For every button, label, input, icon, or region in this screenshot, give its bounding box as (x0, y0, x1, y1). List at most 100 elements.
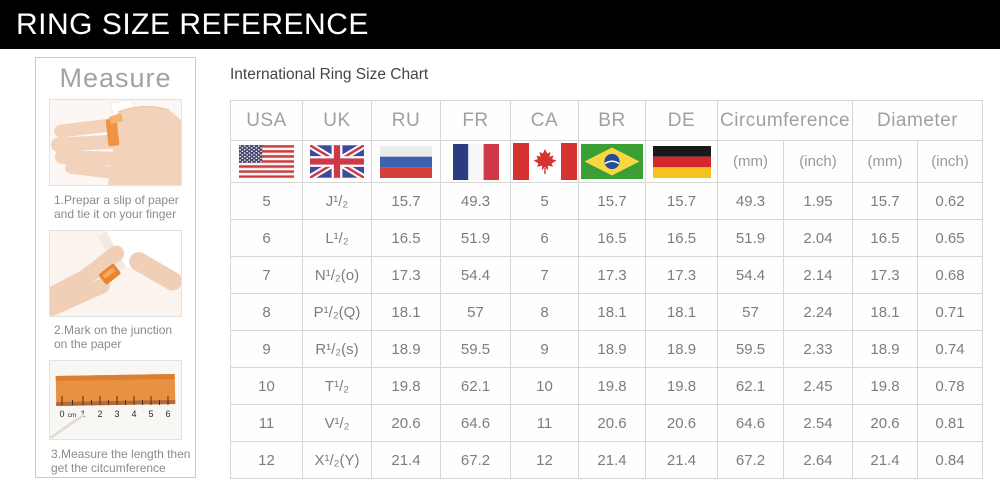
table-cell: 1.95 (782, 182, 854, 220)
banner: RING SIZE REFERENCE (0, 0, 1000, 49)
table-cell: 19.8 (645, 367, 718, 405)
ruler-label-6: 6 (165, 409, 170, 419)
measure-step1-caption: 1.Prepar a slip of paper and tie it on y… (54, 193, 179, 222)
col-header-ca: CA (510, 100, 579, 141)
table-cell: 59.5 (717, 330, 784, 368)
table-cell: 49.3 (440, 182, 511, 220)
table-cell: 11 (510, 404, 579, 442)
header-row-codes: USA UK RU FR CA BR DE Circumference Diam… (230, 100, 984, 141)
measure-step1-photo (49, 99, 182, 186)
table-cell: 2.54 (782, 404, 854, 442)
chart-title: International Ring Size Chart (230, 66, 429, 83)
table-cell: 19.8 (578, 367, 646, 405)
table-cell: 2.64 (782, 441, 854, 479)
table-cell: 10 (230, 367, 303, 405)
table-cell: 64.6 (717, 404, 784, 442)
unit-diameter-mm: (mm) (852, 140, 919, 183)
table-cell: 0.84 (917, 441, 984, 479)
table-cell: 62.1 (717, 367, 784, 405)
table-cell: 20.6 (852, 404, 919, 442)
france-flag-cell (440, 140, 511, 183)
table-cell: R¹/₂(s) (302, 330, 372, 368)
table-cell: 0.81 (917, 404, 984, 442)
table-cell: 2.14 (782, 256, 854, 294)
table-cell: 0.74 (917, 330, 984, 368)
col-header-diameter: Diameter (852, 100, 984, 141)
table-cell: 15.7 (852, 182, 919, 220)
table-cell: X¹/₂(Y) (302, 441, 372, 479)
unit-circumference-inch: (inch) (782, 140, 854, 183)
canada-flag-icon (512, 143, 577, 180)
table-cell: 16.5 (645, 219, 718, 257)
table-row: 5 J¹/₂ 15.7 49.3 5 15.7 15.7 49.3 1.95 15.7 0.62 (230, 182, 984, 220)
table-cell: 57 (717, 293, 784, 331)
table-cell: 10 (510, 367, 579, 405)
table-cell: 18.9 (645, 330, 718, 368)
table-cell: 16.5 (371, 219, 441, 257)
uk-flag-cell (302, 140, 372, 183)
table-cell: 64.6 (440, 404, 511, 442)
table-cell: 12 (510, 441, 579, 479)
table-cell: 18.1 (645, 293, 718, 331)
table-cell: 2.24 (782, 293, 854, 331)
table-cell: 15.7 (371, 182, 441, 220)
measure-step2-caption: 2.Mark on the junction on the paper (54, 322, 173, 352)
table-row: 9 R¹/₂(s) 18.9 59.5 9 18.9 18.9 59.5 2.33 18.9 0.7… (230, 330, 984, 368)
table-cell: 17.3 (371, 256, 441, 294)
uk-flag-icon (308, 142, 366, 181)
table-cell: 6 (510, 219, 579, 257)
table-cell: 67.2 (717, 441, 784, 479)
col-header-br: BR (578, 100, 646, 141)
table-cell: 21.4 (645, 441, 718, 479)
table-cell: 20.6 (578, 404, 646, 442)
table-cell: 21.4 (371, 441, 441, 479)
table-cell: 54.4 (717, 256, 784, 294)
col-header-de: DE (645, 100, 718, 141)
table-cell: 62.1 (440, 367, 511, 405)
table-row: 8 P¹/₂(Q) 18.1 57 8 18.1 18.1 57 2.24 18.1 0.71 (230, 293, 984, 331)
banner-title: RING SIZE REFERENCE (16, 7, 369, 41)
table-cell: 0.78 (917, 367, 984, 405)
table-cell: 18.9 (578, 330, 646, 368)
table-cell: L¹/₂ (302, 219, 372, 257)
ring-size-table-body: 5 J¹/₂ 15.7 49.3 5 15.7 15.7 49.3 1.95 15.7 0.62 6 L… (230, 182, 984, 479)
table-cell: 11 (230, 404, 303, 442)
brazil-flag-icon (581, 144, 643, 179)
table-cell: T¹/₂ (302, 367, 372, 405)
ruler-label-4: 4 (131, 409, 136, 419)
table-cell: 8 (510, 293, 579, 331)
russia-flag-cell (371, 140, 441, 183)
table-cell: 2.04 (782, 219, 854, 257)
table-cell: 51.9 (717, 219, 784, 257)
table-cell: 18.1 (371, 293, 441, 331)
sidebar-title: Measure (59, 63, 172, 93)
table-cell: 18.1 (852, 293, 919, 331)
table-cell: 2.45 (782, 367, 854, 405)
table-cell: 16.5 (578, 219, 646, 257)
ruler-label-5: 5 (148, 409, 153, 419)
table-cell: 51.9 (440, 219, 511, 257)
canada-flag-cell (510, 140, 579, 183)
col-header-ru: RU (371, 100, 441, 141)
france-flag-icon (452, 143, 499, 180)
table-cell: 16.5 (852, 219, 919, 257)
table-cell: V¹/₂ (302, 404, 372, 442)
table-cell: 0.62 (917, 182, 984, 220)
table-cell: 18.9 (371, 330, 441, 368)
table-cell: 21.4 (578, 441, 646, 479)
table-cell: 6 (230, 219, 303, 257)
ruler-label-cm: cm (68, 412, 77, 419)
table-cell: 17.3 (645, 256, 718, 294)
table-cell: 0.71 (917, 293, 984, 331)
usa-flag-cell (230, 140, 303, 183)
table-cell: 0.65 (917, 219, 984, 257)
table-cell: 5 (510, 182, 579, 220)
usa-flag-icon (239, 145, 294, 178)
table-row: 12 X¹/₂(Y) 21.4 67.2 12 21.4 21.4 67.2 2.64 21.4 0… (230, 441, 984, 479)
header-row-flags: (mm) (inch) (mm) (inch) (230, 140, 984, 183)
table-cell: 2.33 (782, 330, 854, 368)
table-row: 11 V¹/₂ 20.6 64.6 11 20.6 20.6 64.6 2.54 20.6 0.81 (230, 404, 984, 442)
table-cell: 21.4 (852, 441, 919, 479)
table-cell: 54.4 (440, 256, 511, 294)
table-row: 6 L¹/₂ 16.5 51.9 6 16.5 16.5 51.9 2.04 16.5 0.65 (230, 219, 984, 257)
